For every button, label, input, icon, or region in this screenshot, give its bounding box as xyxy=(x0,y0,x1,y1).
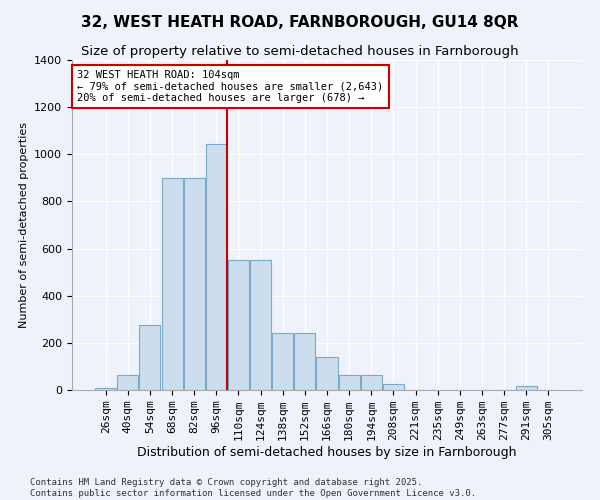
Bar xyxy=(228,260,249,390)
Bar xyxy=(361,374,382,390)
Bar xyxy=(295,334,316,390)
Bar xyxy=(250,260,271,390)
Text: 32, WEST HEATH ROAD, FARNBOROUGH, GU14 8QR: 32, WEST HEATH ROAD, FARNBOROUGH, GU14 8… xyxy=(81,15,519,30)
Bar xyxy=(316,357,338,390)
Text: 32 WEST HEATH ROAD: 104sqm
← 79% of semi-detached houses are smaller (2,643)
20%: 32 WEST HEATH ROAD: 104sqm ← 79% of semi… xyxy=(77,70,383,103)
Bar xyxy=(338,374,359,390)
Text: Size of property relative to semi-detached houses in Farnborough: Size of property relative to semi-detach… xyxy=(81,45,519,58)
Bar xyxy=(184,178,205,390)
Bar xyxy=(118,374,139,390)
Bar xyxy=(139,325,160,390)
Bar xyxy=(161,178,182,390)
Bar xyxy=(206,144,227,390)
Bar xyxy=(95,388,116,390)
Bar xyxy=(272,334,293,390)
Text: Contains HM Land Registry data © Crown copyright and database right 2025.
Contai: Contains HM Land Registry data © Crown c… xyxy=(30,478,476,498)
X-axis label: Distribution of semi-detached houses by size in Farnborough: Distribution of semi-detached houses by … xyxy=(137,446,517,459)
Bar xyxy=(383,384,404,390)
Bar xyxy=(515,386,536,390)
Y-axis label: Number of semi-detached properties: Number of semi-detached properties xyxy=(19,122,29,328)
